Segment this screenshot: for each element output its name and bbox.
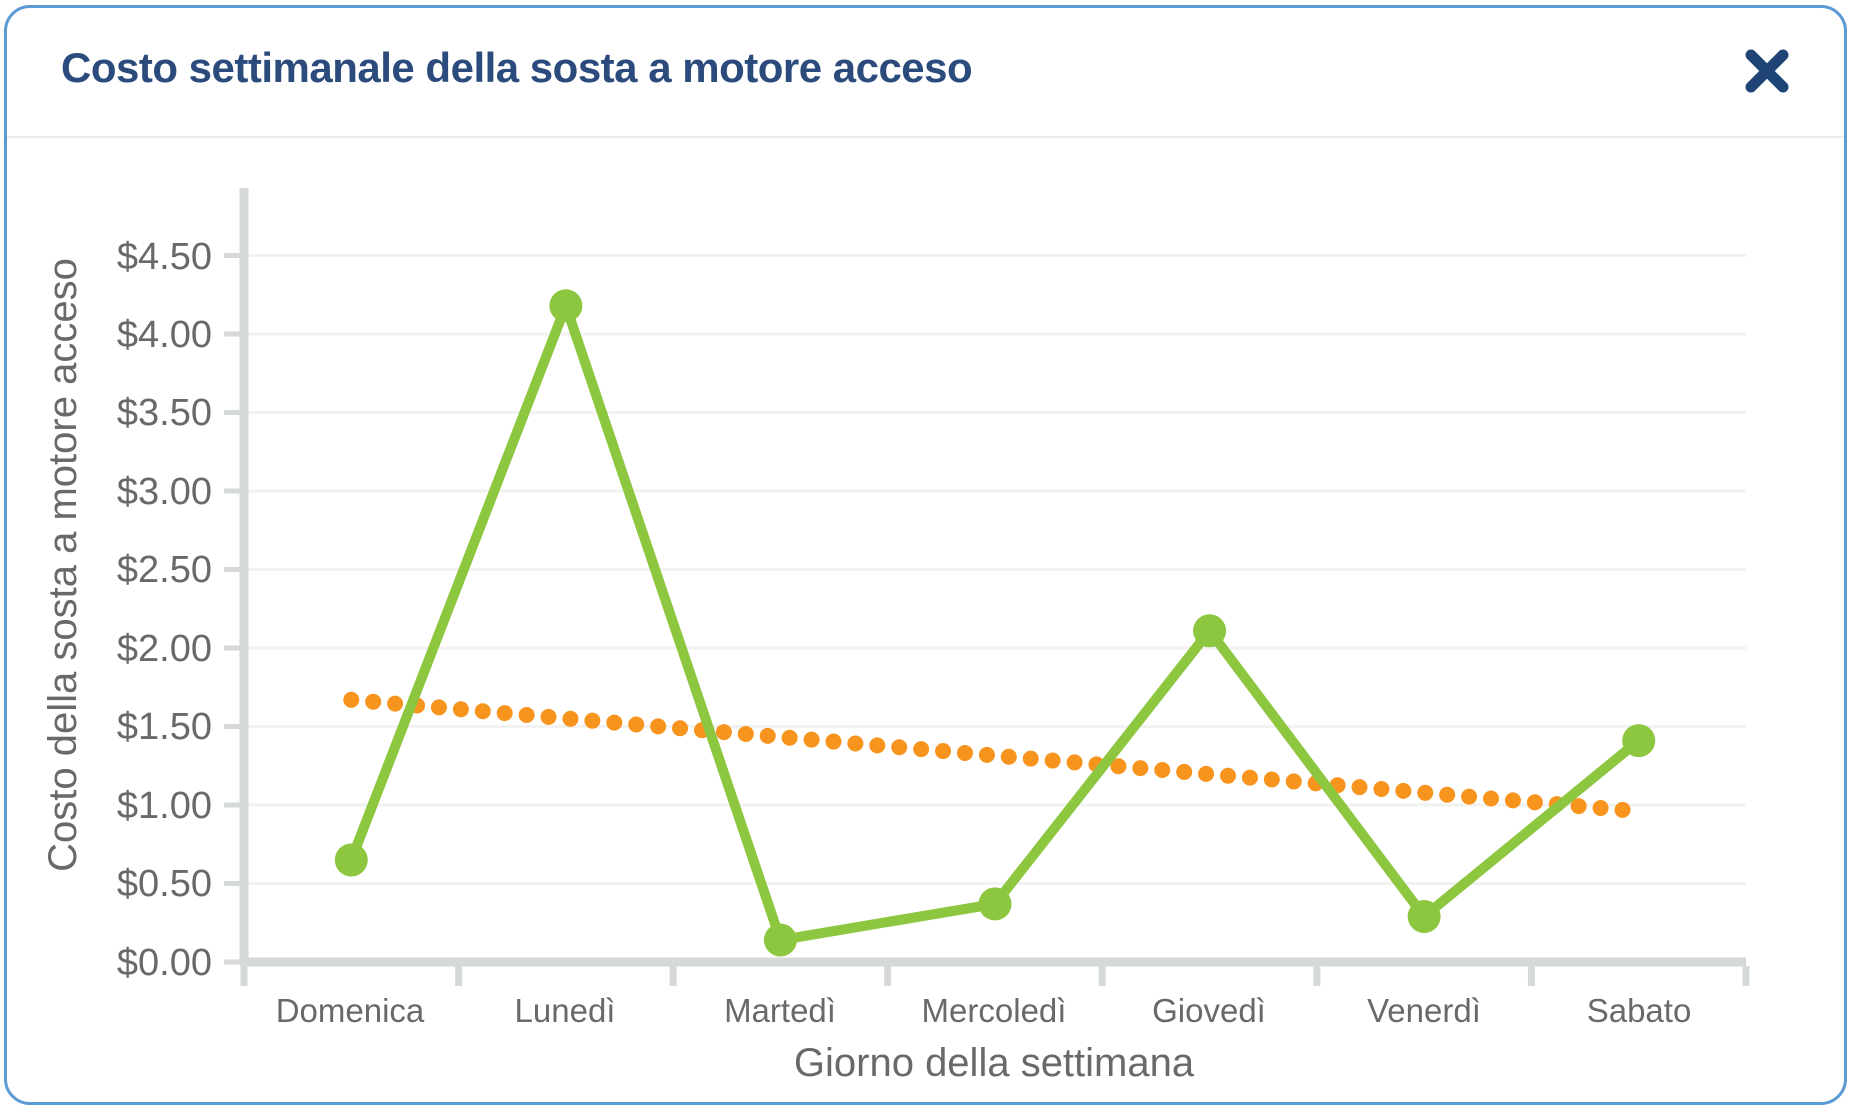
data-point-marker	[1407, 899, 1441, 933]
x-axis-title: Giorno della settimana	[794, 1041, 1195, 1085]
modal-title: Costo settimanale della sosta a motore a…	[61, 44, 973, 91]
close-icon	[1745, 49, 1789, 93]
y-axis-title: Costo della sosta a motore acceso	[41, 258, 85, 872]
y-tick-label: $0.00	[117, 942, 212, 984]
data-point-marker	[1622, 724, 1656, 758]
data-point-marker	[549, 289, 583, 323]
x-category-label: Venerdì	[1367, 992, 1481, 1029]
data-point-marker	[978, 887, 1012, 921]
close-button[interactable]	[1742, 46, 1792, 96]
y-tick-label: $1.00	[117, 785, 212, 827]
data-point-marker	[763, 923, 797, 957]
y-tick-label: $4.00	[117, 314, 212, 356]
modal-header: Costo settimanale della sosta a motore a…	[7, 8, 1844, 138]
y-tick-label: $2.50	[117, 549, 212, 591]
chart-modal-card: Costo settimanale della sosta a motore a…	[4, 5, 1847, 1105]
y-tick-label: $0.50	[117, 863, 212, 905]
x-category-label: Sabato	[1587, 992, 1692, 1029]
x-category-label: Giovedì	[1152, 992, 1266, 1029]
series-line	[346, 300, 1644, 946]
data-point-marker	[1193, 614, 1227, 648]
y-tick-label: $3.50	[117, 392, 212, 434]
x-category-label: Mercoledì	[922, 992, 1067, 1029]
plot-area	[224, 188, 1750, 986]
y-tick-label: $3.00	[117, 471, 212, 513]
trendline	[343, 691, 1647, 820]
y-tick-label: $4.50	[117, 236, 212, 278]
y-tick-label: $1.50	[117, 706, 212, 748]
y-tick-label: $2.00	[117, 628, 212, 670]
x-category-label: Domenica	[276, 992, 425, 1029]
x-category-label: Martedì	[724, 992, 836, 1029]
x-category-label: Lunedì	[515, 992, 616, 1029]
data-point-marker	[334, 843, 368, 877]
